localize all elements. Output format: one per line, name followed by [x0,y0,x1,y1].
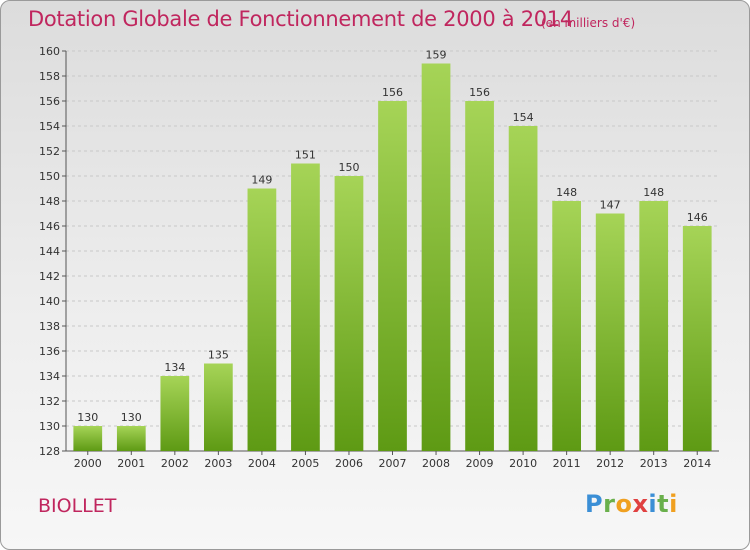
bar-value-label: 154 [513,111,534,124]
x-tick-label: 2014 [683,457,711,470]
y-tick-label: 160 [39,45,60,58]
value-labels: 130 130 134 135 149 151 150 156 159 156 154 148 147 1… [77,49,707,425]
x-tick-label: 2003 [204,457,232,470]
bar-value-label: 135 [208,349,229,362]
x-tick-label: 2000 [74,457,102,470]
bar [247,188,277,451]
bar-value-label: 148 [643,186,664,199]
x-tick-label: 2006 [335,457,363,470]
bar [291,163,320,451]
y-tick-label: 154 [39,120,60,133]
bar [595,213,625,451]
bar [73,426,103,451]
bar-value-label: 147 [600,199,621,212]
bar-value-label: 134 [164,361,185,374]
bar [204,363,233,451]
y-tick-label: 148 [39,195,60,208]
bar-value-label: 156 [469,86,490,99]
y-tick-label: 128 [39,445,60,458]
y-tick-labels: 128 130 132 134 136 138 140 142 144 146 148 150 152 1… [39,45,60,458]
commune-name: BIOLLET [38,495,117,517]
y-tick-label: 138 [39,320,60,333]
y-tick-label: 144 [39,245,60,258]
x-tick-label: 2001 [117,457,145,470]
bar-value-label: 146 [687,211,708,224]
y-tick-label: 152 [39,145,60,158]
proxiti-logo: Proxiti [585,490,678,518]
bar-value-label: 150 [338,161,359,174]
y-tick-label: 146 [39,220,60,233]
bar-value-label: 149 [251,174,272,187]
bar [334,176,364,451]
bars [73,63,712,451]
chart-unit: (en milliers d'€) [541,16,636,30]
y-tick-label: 142 [39,270,60,283]
bar [508,126,538,451]
bar [421,63,451,451]
bar [465,101,494,451]
x-tick-label: 2011 [553,457,581,470]
x-tick-label: 2002 [161,457,189,470]
y-tick-label: 132 [39,395,60,408]
x-tick-labels: 2000 2001 2002 2003 2004 2005 2006 2007 2008 2009… [74,457,711,470]
y-tick-label: 156 [39,95,60,108]
y-tick-label: 158 [39,70,60,83]
bar [639,201,669,451]
x-tick-label: 2005 [291,457,319,470]
x-tick-label: 2004 [248,457,276,470]
bar-value-label: 130 [121,411,142,424]
bar-value-label: 151 [295,149,316,162]
y-tick-label: 140 [39,295,60,308]
bar-value-label: 159 [426,49,447,62]
bar [160,376,190,451]
x-tick-label: 2012 [596,457,624,470]
bar-value-label: 130 [77,411,98,424]
x-tick-label: 2013 [640,457,668,470]
bar [116,426,146,451]
x-tick-label: 2008 [422,457,450,470]
y-tick-label: 150 [39,170,60,183]
x-tick-label: 2007 [379,457,407,470]
bar [682,226,712,451]
bar [378,101,407,451]
bar [552,201,581,451]
x-tick-label: 2009 [466,457,494,470]
bar-value-label: 156 [382,86,403,99]
bar-value-label: 148 [556,186,577,199]
x-tick-label: 2010 [509,457,537,470]
y-tick-label: 130 [39,420,60,433]
chart-title: Dotation Globale de Fonctionnement de 20… [28,7,573,31]
y-tick-label: 134 [39,370,60,383]
y-tick-label: 136 [39,345,60,358]
